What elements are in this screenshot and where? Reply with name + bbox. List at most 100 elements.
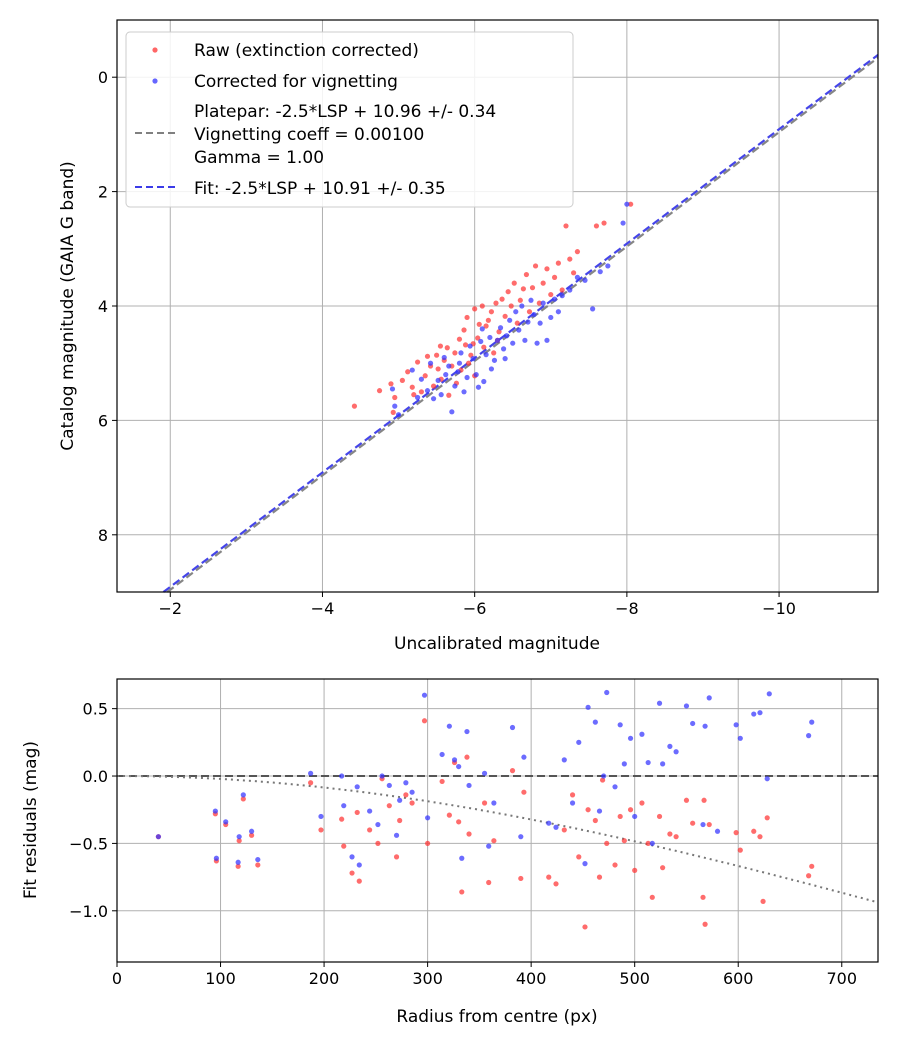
- bottom-point-raw: [481, 800, 488, 806]
- top-series-corrected: [389, 201, 630, 418]
- top-point-raw: [540, 280, 546, 286]
- top-point-corrected: [522, 337, 528, 343]
- top-point-raw: [444, 345, 450, 351]
- bottom-point-raw: [617, 813, 623, 820]
- top-point-raw: [551, 274, 558, 280]
- bottom-point-corrected: [737, 735, 743, 741]
- bottom-point-corrected: [667, 743, 673, 749]
- bottom-point-corrected: [466, 782, 472, 789]
- vignetting-model-curve: [117, 775, 879, 904]
- bottom-panel: 0 100 200 300 400 500 600 700 0.5 0.0 −0.5 −1.0 Rad…: [21, 678, 879, 1027]
- bottom-point-raw: [592, 817, 598, 824]
- legend-raw-marker: [152, 47, 158, 53]
- bottom-point-raw: [386, 803, 392, 809]
- bottom-point-corrected: [349, 854, 355, 860]
- bottom-point-corrected: [354, 784, 360, 790]
- top-point-raw: [532, 263, 539, 269]
- bottom-point-corrected: [403, 780, 409, 786]
- bottom-point-raw: [393, 854, 400, 860]
- bottom-point-raw: [456, 819, 462, 825]
- bottom-ticks: 0 100 200 300 400 500 600 700 0.5 0.0 −0.5 −1.0: [69, 700, 857, 988]
- bottom-point-raw: [806, 873, 812, 879]
- bottom-point-corrected: [459, 855, 465, 861]
- top-point-corrected: [590, 306, 596, 312]
- bottom-point-raw: [645, 840, 651, 847]
- bottom-point-corrected: [518, 834, 524, 840]
- bottom-point-raw: [690, 820, 696, 826]
- top-point-corrected: [540, 300, 546, 306]
- bottom-point-raw: [751, 828, 757, 834]
- bottom-point-raw: [459, 889, 465, 895]
- top-point-raw: [446, 392, 452, 398]
- top-point-corrected: [435, 377, 441, 383]
- top-point-raw: [508, 303, 514, 309]
- top-y-tick-label: 0: [98, 68, 108, 87]
- top-point-raw: [488, 309, 495, 315]
- top-point-raw: [452, 350, 458, 356]
- bottom-point-raw: [339, 816, 345, 822]
- bottom-point-corrected: [561, 757, 567, 763]
- top-point-corrected: [605, 263, 611, 269]
- top-y-axis-label: Catalog magnitude (GAIA G band): [58, 161, 78, 451]
- top-point-corrected: [455, 369, 461, 375]
- bottom-point-raw: [464, 754, 470, 760]
- bottom-point-corrected: [592, 719, 598, 725]
- top-point-corrected: [443, 372, 449, 378]
- top-point-raw: [505, 289, 511, 295]
- bottom-point-corrected: [379, 773, 385, 779]
- bottom-point-raw: [349, 870, 355, 876]
- top-point-corrected: [473, 372, 479, 378]
- top-point-raw: [409, 384, 415, 390]
- bottom-point-corrected: [456, 763, 462, 770]
- bottom-point-corrected: [339, 773, 345, 779]
- bottom-point-raw: [582, 924, 588, 930]
- bottom-point-raw: [341, 843, 347, 849]
- bottom-point-corrected: [569, 800, 576, 806]
- bottom-x-tick-label: 0: [112, 969, 122, 988]
- bottom-point-raw: [466, 831, 472, 837]
- top-point-corrected: [488, 366, 495, 372]
- top-point-corrected: [582, 277, 588, 283]
- bottom-point-raw: [375, 840, 381, 847]
- bottom-point-corrected: [700, 821, 706, 828]
- top-point-raw: [559, 287, 565, 293]
- bottom-point-raw: [621, 838, 627, 844]
- top-point-raw: [483, 323, 489, 329]
- top-point-raw: [536, 300, 542, 306]
- bottom-y-tick-label: −0.5: [69, 834, 108, 853]
- top-point-raw: [571, 270, 577, 276]
- bottom-point-raw: [673, 834, 679, 840]
- bottom-point-raw: [318, 827, 324, 833]
- bottom-point-raw: [518, 875, 524, 882]
- top-point-corrected: [491, 357, 498, 363]
- top-point-raw: [485, 317, 491, 323]
- top-point-corrected: [452, 383, 458, 389]
- top-point-corrected: [544, 337, 550, 343]
- bottom-point-corrected: [751, 711, 757, 717]
- bottom-point-corrected: [491, 800, 497, 806]
- top-y-tick-label: 6: [98, 411, 108, 430]
- bottom-point-raw: [354, 809, 360, 816]
- bottom-point-raw: [561, 827, 567, 833]
- bottom-point-raw: [446, 812, 452, 818]
- bottom-point-raw: [235, 863, 241, 869]
- top-point-corrected: [475, 384, 482, 390]
- top-point-corrected: [504, 333, 510, 339]
- top-point-raw: [418, 389, 424, 395]
- top-point-corrected: [502, 356, 508, 362]
- bottom-x-tick-label: 700: [826, 969, 857, 988]
- top-point-corrected: [458, 350, 464, 356]
- top-point-raw: [493, 300, 499, 306]
- bottom-point-corrected: [451, 757, 458, 763]
- bottom-point-raw: [649, 894, 655, 900]
- bottom-point-corrected: [446, 723, 452, 729]
- top-point-raw: [461, 327, 467, 333]
- top-point-corrected: [409, 367, 415, 373]
- top-point-raw: [411, 392, 417, 398]
- bottom-point-corrected: [213, 855, 219, 861]
- bottom-point-corrected: [236, 834, 242, 840]
- bottom-point-corrected: [612, 784, 618, 790]
- bottom-point-raw: [612, 862, 618, 868]
- top-point-corrected: [531, 311, 537, 318]
